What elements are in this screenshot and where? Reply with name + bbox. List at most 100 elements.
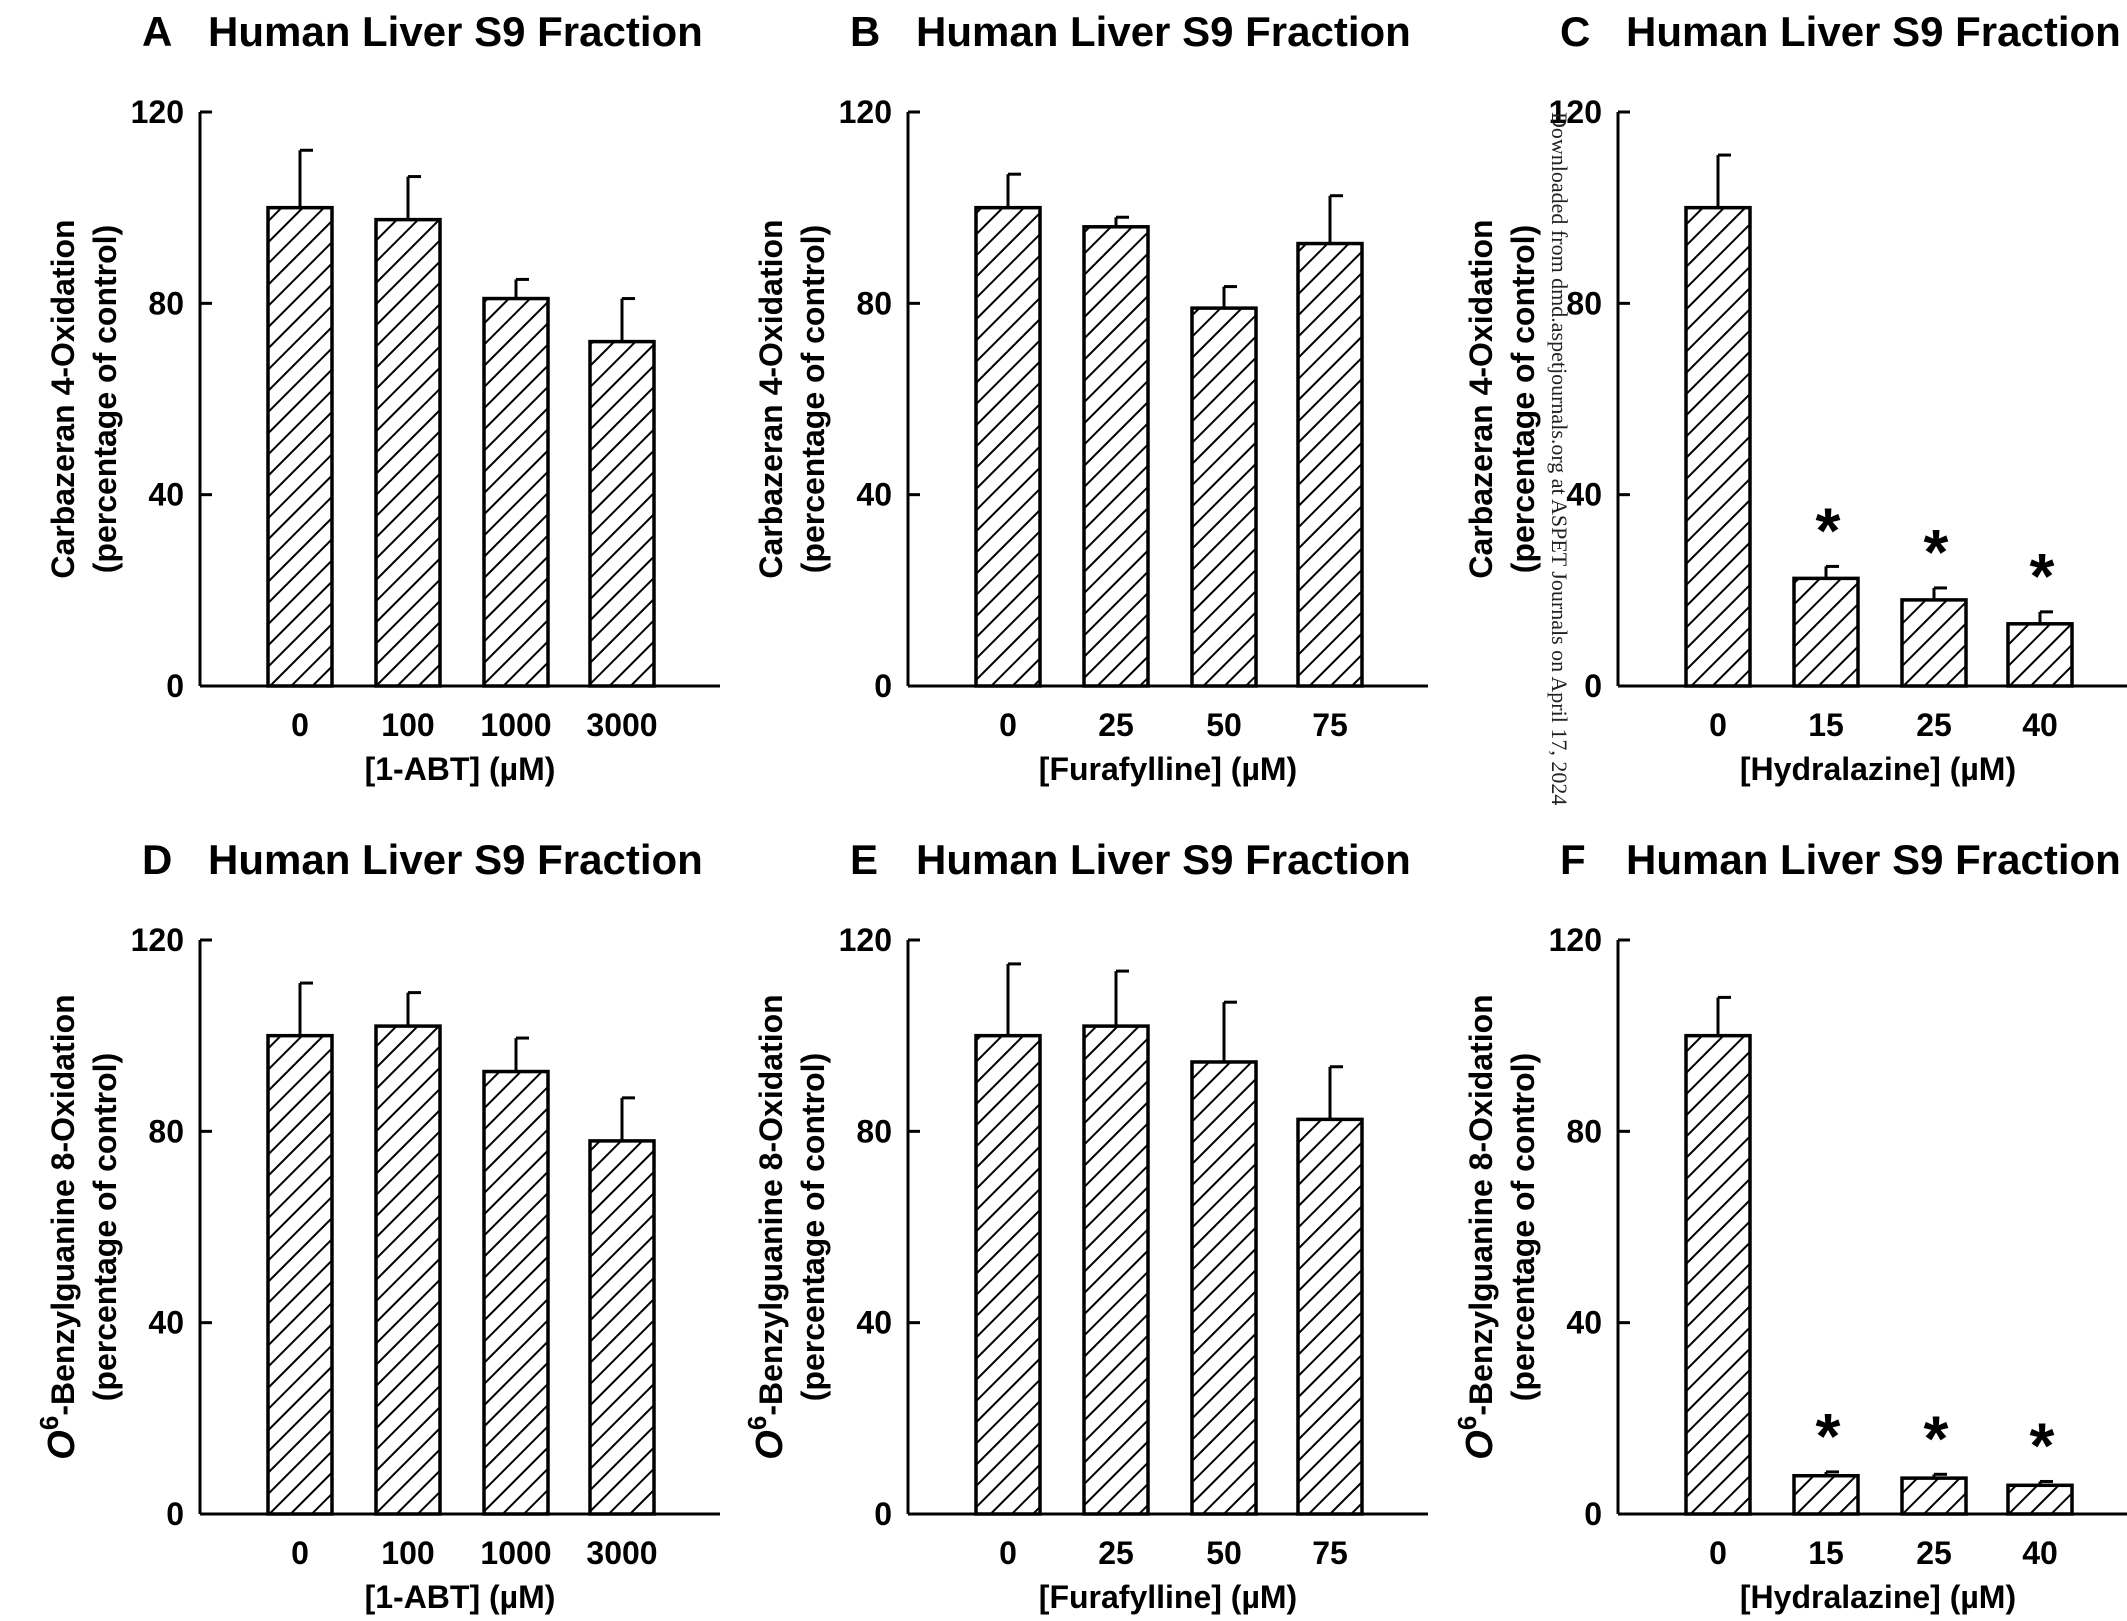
y-tick-label: 120 — [1549, 922, 1602, 958]
y-tick-label: 80 — [148, 1113, 184, 1149]
y-tick-label: 40 — [856, 1305, 892, 1341]
x-tick-label: 25 — [1916, 1535, 1952, 1571]
panel-title: Human Liver S9 Fraction — [916, 8, 1411, 55]
bar — [1190, 306, 1258, 688]
panel-title: Human Liver S9 Fraction — [1626, 836, 2121, 883]
y-axis-label-line2: (percentage of control) — [795, 1053, 831, 1401]
x-tick-label: 0 — [999, 1535, 1017, 1571]
y-tick-label: 40 — [856, 477, 892, 513]
panel-letter: B — [850, 8, 880, 55]
y-axis-label-text: Carbazeran 4-Oxidation — [753, 219, 789, 578]
panel-letter: E — [850, 836, 878, 883]
y-tick-label: 80 — [1566, 1113, 1602, 1149]
bar — [1900, 598, 1968, 688]
y-axis-label-text: -Benzylguanine 8-Oxidation — [753, 994, 789, 1415]
panel-c: C Human Liver S9 Fraction 0 40 80 120 Carbazer… — [1463, 8, 2127, 787]
x-tick-label: 100 — [381, 707, 434, 743]
y-axis-label: Carbazeran 4-Oxidation (percentage of con… — [1463, 219, 1541, 578]
y-axis-label-line2: (percentage of control) — [87, 1053, 123, 1401]
bar — [1900, 1476, 1968, 1516]
y-tick-label: 120 — [839, 94, 892, 130]
y-axis-label-superscript: 6 — [1452, 1416, 1482, 1430]
y-axis-label-line1: O6-Benzylguanine 8-Oxidation — [34, 994, 83, 1459]
x-tick-label: 75 — [1312, 707, 1348, 743]
bar — [1082, 1024, 1150, 1516]
x-axis-label: [Hydralazine] (µM) — [1740, 751, 2016, 787]
y-axis-label-line2: (percentage of control) — [87, 225, 123, 573]
bar — [1792, 1473, 1860, 1516]
bar — [1296, 1117, 1364, 1516]
y-axis-label-line1: Carbazeran 4-Oxidation — [45, 219, 81, 578]
bar — [482, 296, 550, 688]
x-tick-label: 3000 — [586, 1535, 657, 1571]
significance-mark: * — [2030, 540, 2055, 612]
y-tick-label: 40 — [1566, 1305, 1602, 1341]
x-tick-label: 25 — [1098, 707, 1134, 743]
x-tick-label: 3000 — [586, 707, 657, 743]
y-axis-label-line1: Carbazeran 4-Oxidation — [1463, 219, 1499, 578]
x-tick-label: 40 — [2022, 707, 2058, 743]
y-axis-label: O6-Benzylguanine 8-Oxidation (percentage … — [34, 994, 123, 1459]
panels: A Human Liver S9 Fraction 0 40 80 120 Carbazer… — [34, 8, 2127, 1615]
y-axis-label-line2: (percentage of control) — [1505, 1053, 1541, 1401]
y-tick-label: 40 — [1566, 477, 1602, 513]
significance-mark: * — [1924, 1402, 1949, 1474]
panel-letter: D — [142, 836, 172, 883]
y-tick-label: 80 — [148, 285, 184, 321]
bar — [1792, 576, 1860, 688]
x-axis-label: [Furafylline] (µM) — [1039, 751, 1297, 787]
x-tick-label: 50 — [1206, 707, 1242, 743]
bar — [1684, 205, 1752, 688]
bar — [974, 1033, 1042, 1516]
y-axis-label-line1: O6-Benzylguanine 8-Oxidation — [1452, 994, 1501, 1459]
bar — [588, 339, 656, 688]
panel-e: E Human Liver S9 Fraction04080120O6-Benzy… — [742, 836, 1428, 1615]
y-axis-label-text: -Benzylguanine 8-Oxidation — [45, 994, 81, 1415]
watermark-text: Downloaded from dmd.aspetjournals.org at… — [1547, 112, 1572, 805]
significance-mark: * — [1924, 516, 1949, 588]
y-axis-label-prefix: O — [41, 1430, 83, 1460]
bar — [1296, 241, 1364, 688]
bar — [2006, 1483, 2074, 1516]
x-tick-label: 1000 — [480, 707, 551, 743]
panel-letter: C — [1560, 8, 1590, 55]
panel-f: F Human Liver S9 Fraction04080120O6-Benzy… — [1452, 836, 2127, 1615]
bar — [266, 205, 334, 688]
y-tick-label: 120 — [131, 922, 184, 958]
bar — [482, 1069, 550, 1516]
x-tick-label: 75 — [1312, 1535, 1348, 1571]
y-tick-label: 0 — [1584, 668, 1602, 704]
panel-title: Human Liver S9 Fraction — [1626, 8, 2121, 55]
bar — [374, 1024, 442, 1516]
x-tick-label: 15 — [1808, 1535, 1844, 1571]
y-axis-label-superscript: 6 — [34, 1416, 64, 1430]
panel-letter: F — [1560, 836, 1586, 883]
y-axis-label-text: Carbazeran 4-Oxidation — [45, 219, 81, 578]
y-axis-label-line2: (percentage of control) — [795, 225, 831, 573]
x-tick-label: 25 — [1098, 1535, 1134, 1571]
y-axis-label-text: -Benzylguanine 8-Oxidation — [1463, 994, 1499, 1415]
y-tick-label: 40 — [148, 477, 184, 513]
x-tick-label: 100 — [381, 1535, 434, 1571]
x-axis-label: [1-ABT] (µM) — [365, 1579, 556, 1615]
y-axis-label: O6-Benzylguanine 8-Oxidation (percentage … — [742, 994, 831, 1459]
significance-mark: * — [1816, 1400, 1841, 1472]
x-tick-label: 40 — [2022, 1535, 2058, 1571]
panel-b: B Human Liver S9 Fraction 0 40 80 120 Carbazer… — [753, 8, 1428, 787]
y-tick-label: 0 — [874, 1496, 892, 1532]
bar — [2006, 622, 2074, 688]
y-axis-label-line1: Carbazeran 4-Oxidation — [753, 219, 789, 578]
y-tick-label: 120 — [1549, 94, 1602, 130]
bar — [266, 1033, 334, 1516]
y-tick-label: 120 — [131, 94, 184, 130]
y-tick-label: 40 — [148, 1305, 184, 1341]
x-tick-label: 50 — [1206, 1535, 1242, 1571]
bar — [374, 217, 442, 688]
bar — [1190, 1060, 1258, 1516]
x-tick-label: 1000 — [480, 1535, 551, 1571]
y-axis-label-text: Carbazeran 4-Oxidation — [1463, 219, 1499, 578]
y-axis-label: Carbazeran 4-Oxidation (percentage of con… — [45, 219, 123, 578]
panel-d: D Human Liver S9 Fraction04080120O6-Benzy… — [34, 836, 720, 1615]
y-tick-label: 0 — [166, 1496, 184, 1532]
